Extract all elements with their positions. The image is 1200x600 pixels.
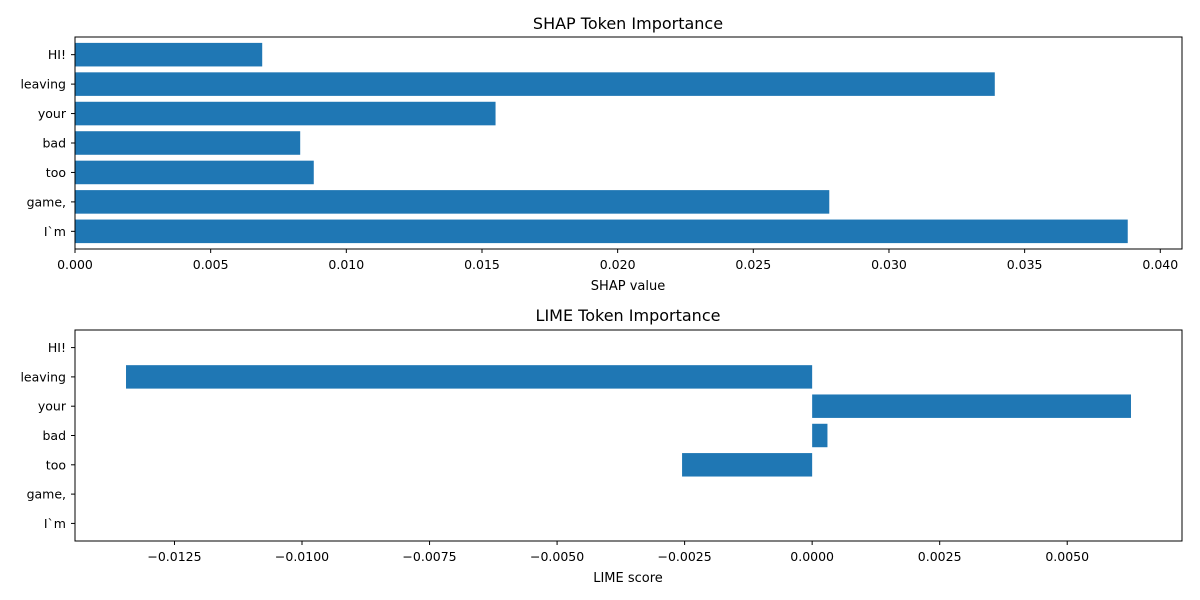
shap-y-tick-label-2: too <box>46 165 66 180</box>
shap-x-tick-label-0: 0.000 <box>57 257 93 272</box>
lime-y-tick-label-4: your <box>38 399 67 414</box>
lime-x-axis-label: LIME score <box>593 571 663 586</box>
shap-bar-0 <box>75 219 1128 244</box>
lime-y-tick-label-1: game, <box>27 487 66 502</box>
lime-x-tick-label-0: −0.0125 <box>147 549 201 564</box>
lime-y-tick-label-3: bad <box>42 428 66 443</box>
lime-x-tick-label-2: −0.0075 <box>402 549 456 564</box>
shap-y-tick-label-1: game, <box>27 194 66 209</box>
shap-x-axis-label: SHAP value <box>591 279 665 294</box>
lime-x-tick-label-5: 0.0000 <box>790 549 834 564</box>
shap-bar-1 <box>75 190 830 214</box>
shap-bar-4 <box>75 101 496 126</box>
lime-x-tick-label-1: −0.0100 <box>275 549 329 564</box>
lime-bar-5 <box>126 365 813 389</box>
lime-chart-title: LIME Token Importance <box>536 306 721 325</box>
lime-y-tick-label-6: HI! <box>48 340 66 355</box>
lime-y-tick-label-5: leaving <box>20 369 66 384</box>
shap-bar-6 <box>75 42 263 67</box>
lime-bar-3 <box>812 423 828 448</box>
lime-bar-2 <box>682 453 813 477</box>
lime-bar-4 <box>812 394 1131 418</box>
lime-x-tick-label-4: −0.0025 <box>658 549 712 564</box>
lime-x-tick-label-6: 0.0025 <box>918 549 962 564</box>
shap-y-tick-label-3: bad <box>42 136 66 151</box>
shap-x-tick-label-8: 0.040 <box>1142 257 1178 272</box>
shap-y-tick-label-0: I`m <box>44 224 66 239</box>
shap-x-tick-label-2: 0.010 <box>328 257 364 272</box>
shap-y-tick-label-5: leaving <box>20 77 66 92</box>
lime-x-tick-label-7: 0.0050 <box>1045 549 1089 564</box>
shap-x-tick-label-4: 0.020 <box>600 257 636 272</box>
shap-chart: SHAP Token Importance SHAP value I`m game… <box>20 14 1183 294</box>
shap-y-tick-label-4: your <box>38 106 67 121</box>
shap-bar-3 <box>75 131 301 155</box>
shap-x-tick-label-5: 0.025 <box>735 257 771 272</box>
lime-chart: LIME Token Importance LIME score I`m game… <box>20 306 1183 586</box>
lime-plot-frame <box>74 329 1183 542</box>
lime-y-tick-label-2: too <box>46 457 66 472</box>
shap-x-tick-label-1: 0.005 <box>193 257 229 272</box>
shap-x-tick-label-6: 0.030 <box>871 257 907 272</box>
shap-y-tick-label-6: HI! <box>48 47 66 62</box>
shap-x-tick-label-7: 0.035 <box>1007 257 1043 272</box>
lime-y-tick-label-0: I`m <box>44 516 66 531</box>
shap-bar-5 <box>75 72 995 96</box>
shap-x-tick-label-3: 0.015 <box>464 257 500 272</box>
lime-x-tick-label-3: −0.0050 <box>530 549 584 564</box>
shap-bar-2 <box>75 160 314 185</box>
shap-chart-title: SHAP Token Importance <box>533 14 723 33</box>
